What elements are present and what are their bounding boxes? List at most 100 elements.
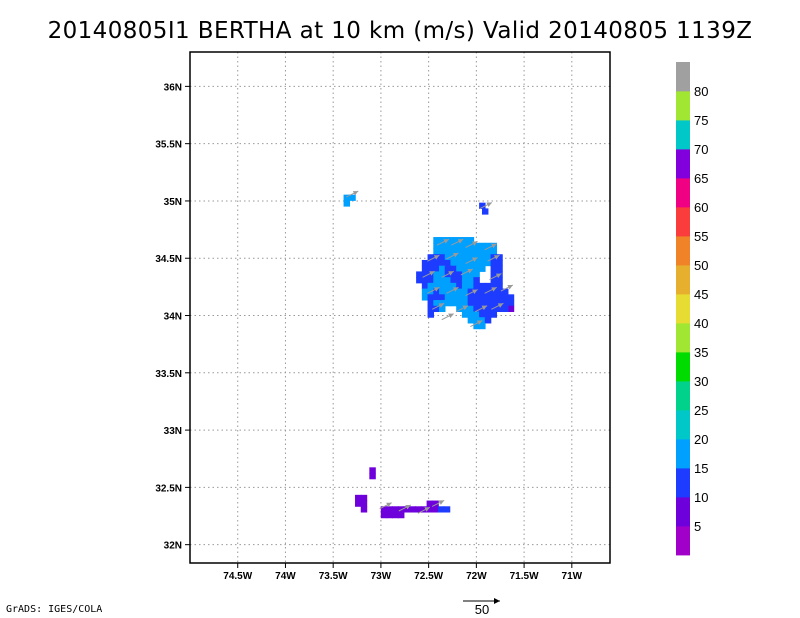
- colorbar-swatch: [676, 410, 690, 440]
- speed-cell: [490, 259, 498, 267]
- speed-cell: [490, 277, 498, 284]
- speed-cell: [450, 294, 457, 301]
- wind-vector: [500, 284, 514, 292]
- speed-cell: [427, 305, 435, 313]
- speed-cell: [461, 311, 469, 318]
- speed-cell: [496, 259, 503, 267]
- colorbar-swatch: [676, 294, 690, 324]
- speed-cell: [507, 305, 515, 313]
- speed-cell: [467, 248, 475, 255]
- colorbar-swatch: [676, 352, 690, 382]
- wind-vector: [446, 286, 459, 294]
- speed-cell: [433, 265, 440, 272]
- speed-cell: [484, 317, 492, 324]
- speed-cell: [450, 248, 457, 255]
- speed-cell: [421, 265, 429, 272]
- speed-cell: [439, 282, 446, 290]
- speed-cell: [484, 259, 492, 267]
- speed-cell: [450, 277, 457, 284]
- wind-vector: [474, 305, 488, 313]
- speed-cell: [427, 311, 435, 318]
- chart-title: 20140805I1 BERTHA at 10 km (m/s) Valid 2…: [47, 18, 753, 44]
- x-tick-label: 74.5W: [223, 571, 252, 582]
- speed-cell: [473, 311, 480, 318]
- wind-speed-cells: [343, 194, 515, 519]
- speed-cell: [450, 242, 457, 249]
- colorbar-label: 35: [694, 345, 708, 360]
- wind-vector: [436, 238, 450, 246]
- speed-cell: [490, 254, 498, 261]
- plot-frame: [189, 51, 611, 564]
- speed-cell: [467, 305, 475, 313]
- speed-cell: [461, 259, 469, 267]
- speed-cell: [380, 512, 388, 519]
- grid-lines: [190, 52, 610, 563]
- wind-vector: [441, 270, 454, 278]
- x-tick-label: 73W: [371, 571, 392, 582]
- speed-cell: [507, 300, 515, 307]
- speed-cell: [369, 473, 376, 480]
- vector-scale-key: 50: [463, 598, 500, 617]
- speed-cell: [467, 259, 475, 267]
- speed-cell: [450, 237, 457, 244]
- speed-cell: [456, 259, 463, 267]
- speed-cell: [479, 265, 486, 272]
- colorbar-swatch: [676, 497, 690, 527]
- speed-cell: [427, 277, 435, 284]
- colorbar-label: 50: [694, 258, 708, 273]
- wind-vector: [465, 289, 478, 297]
- speed-cell: [490, 271, 498, 278]
- speed-cell: [484, 311, 492, 318]
- speed-cell: [479, 254, 486, 261]
- speed-cell: [421, 277, 429, 284]
- speed-cell: [479, 259, 486, 267]
- speed-cell: [355, 494, 362, 502]
- speed-cell: [484, 300, 492, 307]
- wind-vector: [446, 252, 459, 260]
- speed-cell: [433, 242, 440, 249]
- colorbar-swatch: [676, 265, 690, 295]
- vector-scale-label: 50: [475, 602, 489, 617]
- speed-cell: [433, 282, 440, 290]
- speed-cell: [433, 237, 440, 244]
- colorbar-label: 15: [694, 461, 708, 476]
- speed-cell: [444, 288, 452, 295]
- speed-cell: [432, 506, 439, 513]
- wind-vector: [417, 506, 431, 514]
- speed-cell: [456, 248, 463, 255]
- speed-cell: [456, 305, 463, 313]
- speed-cell: [427, 294, 435, 301]
- speed-cell: [360, 494, 368, 502]
- speed-cell: [467, 294, 475, 301]
- colorbar-label: 30: [694, 374, 708, 389]
- speed-cell: [456, 254, 463, 261]
- speed-cell: [490, 300, 498, 307]
- wind-vector: [455, 305, 469, 313]
- speed-cell: [461, 300, 469, 307]
- speed-cell: [502, 294, 509, 301]
- speed-cell: [439, 294, 446, 301]
- colorbar-swatch: [676, 149, 690, 179]
- speed-cell: [456, 265, 463, 272]
- speed-cell: [473, 317, 480, 324]
- speed-cell: [444, 254, 452, 261]
- speed-cell: [450, 282, 457, 290]
- speed-cell: [443, 506, 451, 513]
- speed-cell: [392, 512, 399, 519]
- speed-cell: [484, 254, 492, 261]
- speed-cell: [479, 282, 486, 290]
- speed-cell: [456, 300, 463, 307]
- speed-cell: [450, 265, 457, 272]
- speed-cell: [507, 294, 515, 301]
- speed-cell: [473, 322, 480, 330]
- speed-cell: [456, 282, 463, 290]
- speed-cell: [490, 305, 498, 313]
- wind-vector: [427, 254, 440, 262]
- speed-cell: [467, 271, 475, 278]
- x-tick-label: 72.5W: [414, 571, 443, 582]
- y-tick-label: 35.5N: [155, 140, 182, 151]
- colorbar-label: 25: [694, 403, 708, 418]
- speed-cell: [409, 506, 416, 513]
- colorbar-label: 65: [694, 171, 708, 186]
